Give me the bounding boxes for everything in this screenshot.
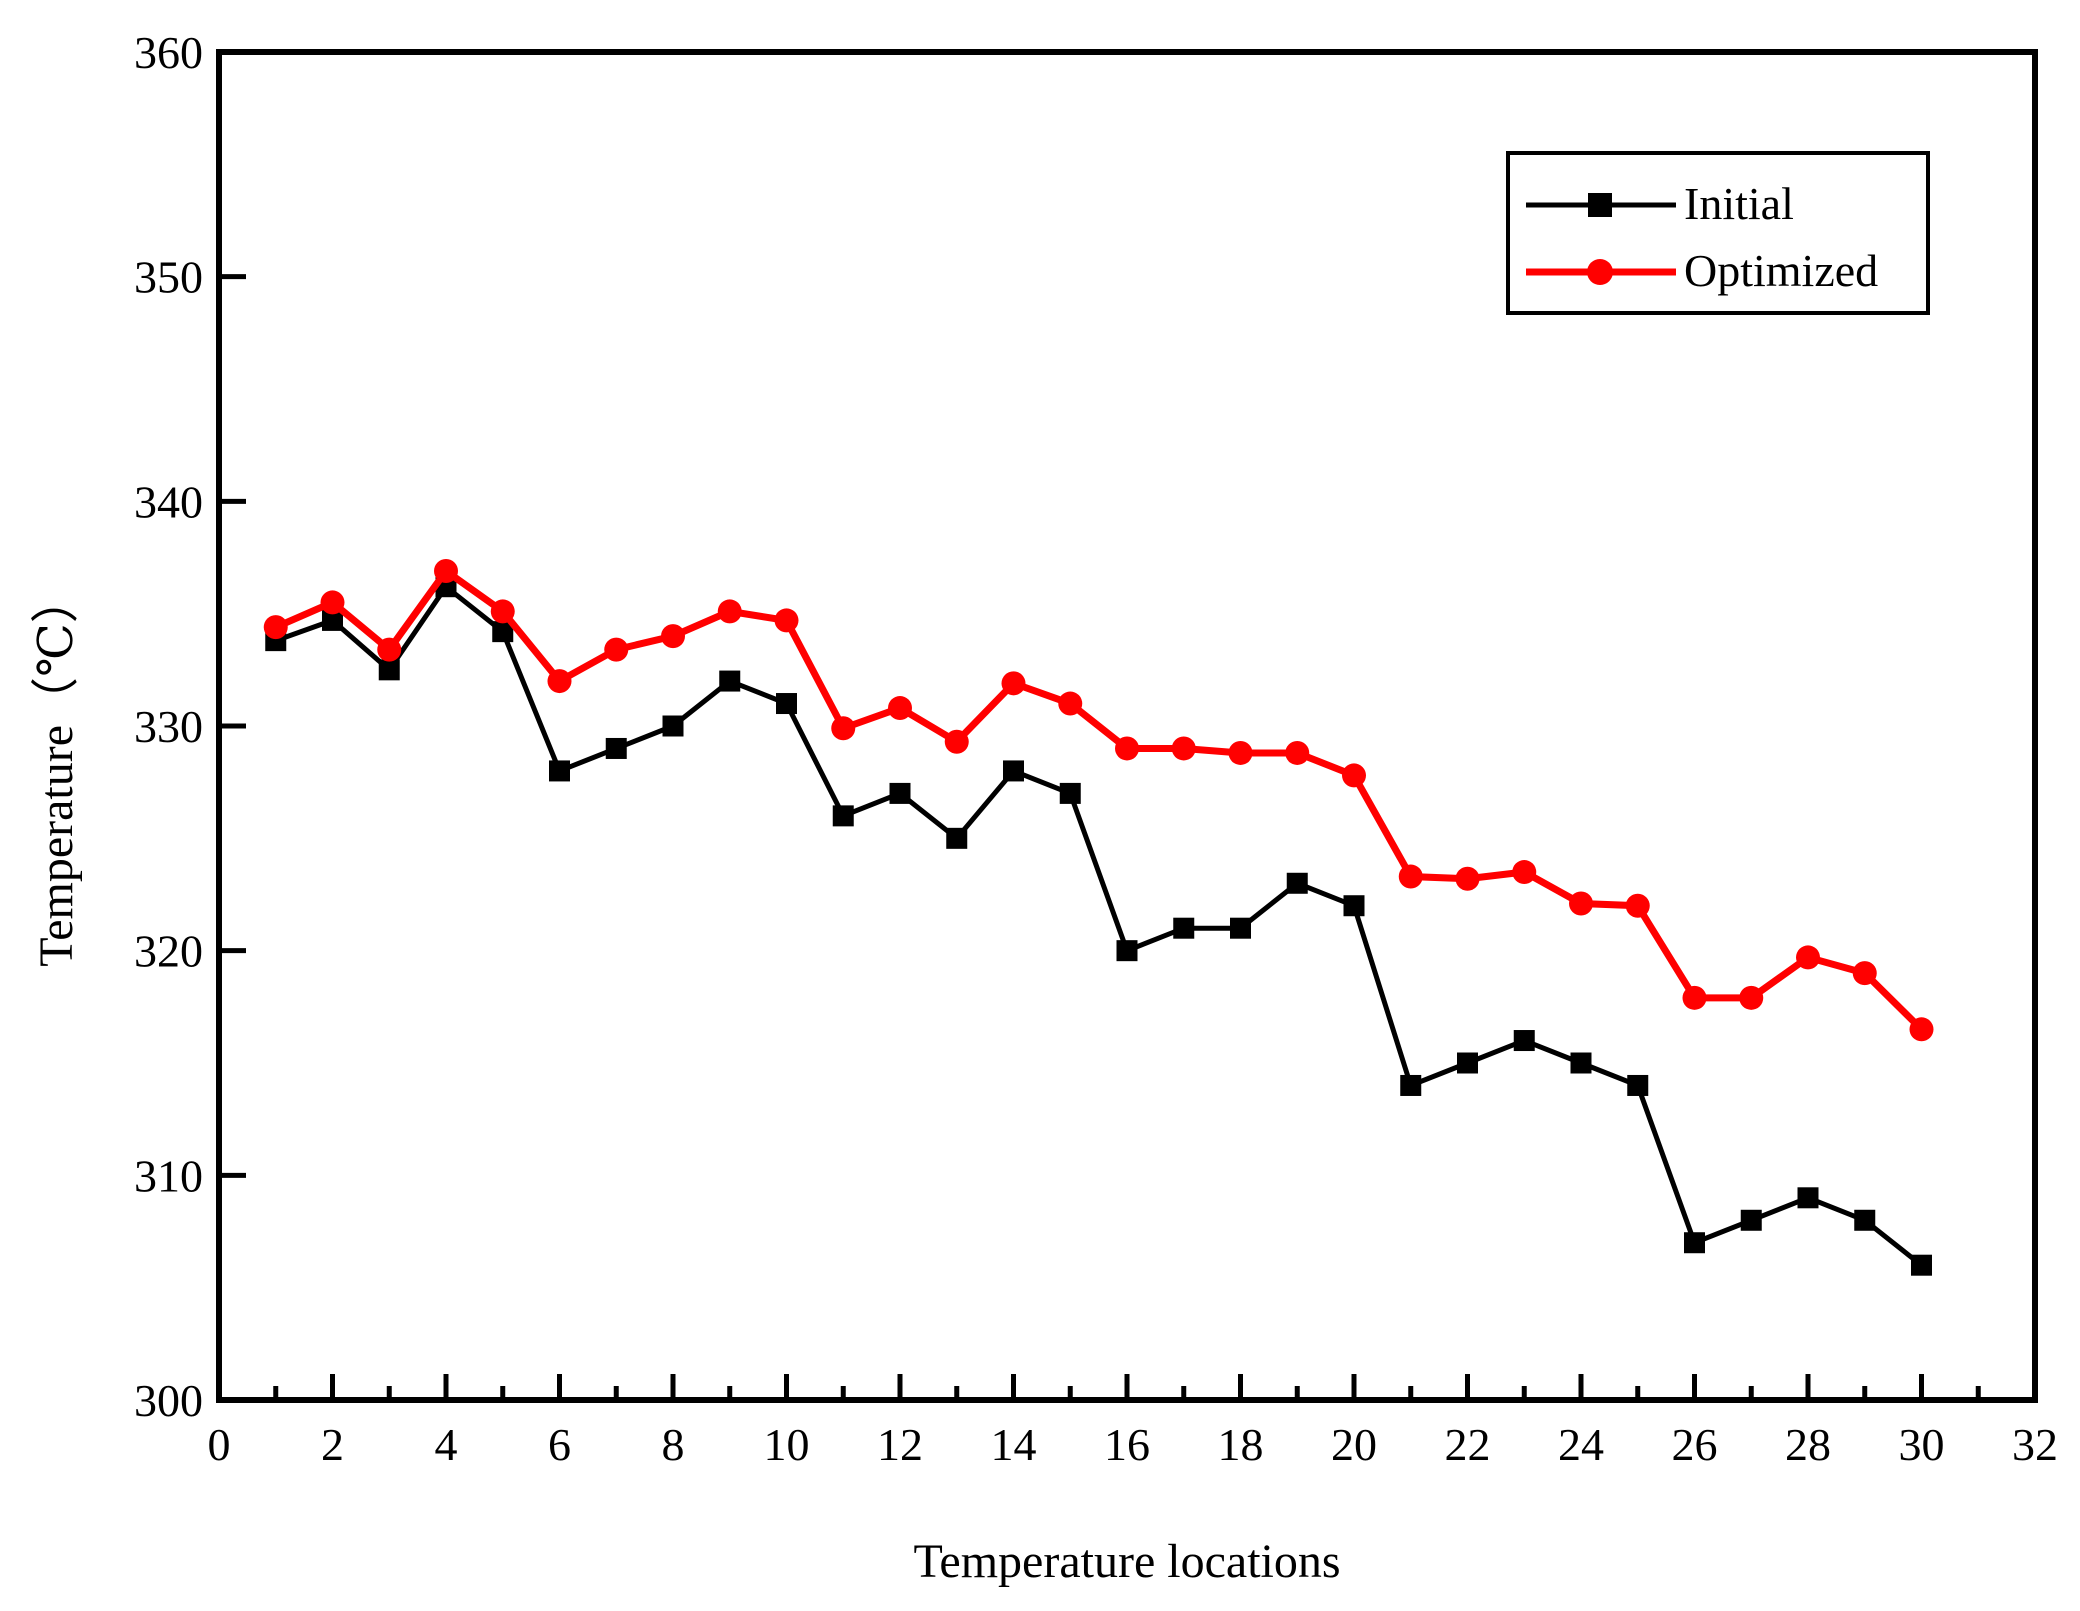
circle-marker bbox=[320, 590, 345, 615]
x-tick-label: 28 bbox=[1785, 1419, 1831, 1470]
legend-box bbox=[1506, 151, 1930, 315]
square-marker bbox=[1286, 872, 1308, 894]
circle-marker bbox=[1115, 736, 1139, 761]
x-tick-label: 8 bbox=[662, 1419, 685, 1470]
series-initial bbox=[265, 576, 1932, 1276]
x-tick-label: 12 bbox=[877, 1419, 923, 1470]
square-marker bbox=[1400, 1074, 1422, 1096]
series-line bbox=[274, 583, 1924, 1268]
x-tick-label: 0 bbox=[208, 1419, 231, 1470]
x-tick-label: 16 bbox=[1104, 1419, 1150, 1470]
circle-marker bbox=[717, 599, 742, 624]
square-marker bbox=[832, 805, 854, 827]
square-marker bbox=[1570, 1052, 1592, 1074]
circle-marker bbox=[1512, 860, 1537, 885]
legend-label-optimized: Optimized bbox=[1684, 245, 1879, 296]
x-tick-label: 2 bbox=[321, 1419, 344, 1470]
x-axis-title: Temperature locations bbox=[913, 1535, 1341, 1588]
square-marker bbox=[946, 827, 968, 849]
x-tick-label: 10 bbox=[764, 1419, 810, 1470]
square-marker bbox=[1343, 895, 1365, 917]
circle-marker bbox=[434, 558, 458, 583]
x-tick-label: 6 bbox=[548, 1419, 571, 1470]
circle-marker bbox=[1398, 864, 1423, 889]
y-tick-label: 340 bbox=[134, 476, 203, 527]
x-tick-label: 24 bbox=[1558, 1419, 1604, 1470]
legend-label-initial: Initial bbox=[1684, 178, 1794, 229]
x-tick-label: 14 bbox=[991, 1419, 1037, 1470]
circle-marker bbox=[1739, 985, 1764, 1010]
y-axis-title: Temperature（℃） bbox=[30, 575, 83, 967]
circle-marker bbox=[263, 615, 288, 640]
circle-marker bbox=[1342, 763, 1366, 788]
square-marker bbox=[378, 659, 400, 681]
legend-circle-marker bbox=[1587, 259, 1613, 285]
y-tick-label: 350 bbox=[134, 252, 203, 303]
circle-marker bbox=[604, 637, 629, 662]
circle-marker bbox=[1625, 893, 1650, 918]
x-tick-label: 20 bbox=[1331, 1419, 1377, 1470]
y-tick-label: 320 bbox=[134, 926, 203, 977]
square-marker bbox=[1059, 782, 1081, 804]
square-marker bbox=[1003, 760, 1024, 782]
square-marker bbox=[1116, 940, 1138, 962]
series-optimized bbox=[263, 558, 1934, 1042]
y-tick-label: 330 bbox=[134, 701, 203, 752]
square-marker bbox=[1684, 1232, 1705, 1254]
y-tick-label: 300 bbox=[134, 1375, 203, 1426]
square-marker bbox=[662, 715, 684, 737]
circle-marker bbox=[888, 696, 912, 721]
circle-marker bbox=[944, 729, 969, 754]
square-marker bbox=[1911, 1254, 1932, 1276]
y-tick-label: 310 bbox=[134, 1150, 203, 1201]
x-tick-label: 26 bbox=[1672, 1419, 1718, 1470]
y-tick-label: 360 bbox=[134, 27, 203, 78]
square-marker bbox=[605, 737, 627, 759]
square-marker bbox=[1513, 1030, 1535, 1052]
circle-marker bbox=[831, 716, 856, 741]
square-marker bbox=[776, 693, 797, 715]
square-marker bbox=[1854, 1209, 1876, 1231]
square-marker bbox=[549, 760, 570, 782]
series-line bbox=[274, 566, 1924, 1032]
circle-marker bbox=[1569, 891, 1593, 916]
circle-marker bbox=[1228, 740, 1253, 765]
legend-square-marker bbox=[1588, 193, 1612, 217]
square-marker bbox=[1173, 917, 1195, 939]
circle-marker bbox=[1796, 945, 1820, 970]
x-tick-label: 18 bbox=[1218, 1419, 1264, 1470]
x-tick-label: 30 bbox=[1899, 1419, 1945, 1470]
square-marker bbox=[1627, 1074, 1649, 1096]
square-marker bbox=[719, 670, 741, 692]
legend bbox=[1506, 151, 1930, 315]
circle-marker bbox=[377, 637, 402, 662]
circle-marker bbox=[1171, 736, 1196, 761]
circle-marker bbox=[547, 669, 572, 694]
circle-marker bbox=[1285, 740, 1310, 765]
square-marker bbox=[889, 782, 911, 804]
circle-marker bbox=[1852, 961, 1877, 986]
square-marker bbox=[1740, 1209, 1762, 1231]
square-marker bbox=[1457, 1052, 1478, 1074]
x-tick-label: 22 bbox=[1445, 1419, 1491, 1470]
square-marker bbox=[322, 609, 343, 631]
square-marker bbox=[1797, 1187, 1819, 1209]
square-marker bbox=[1230, 917, 1251, 939]
circle-marker bbox=[774, 608, 799, 633]
x-tick-label: 4 bbox=[435, 1419, 458, 1470]
square-marker bbox=[492, 621, 514, 643]
circle-marker bbox=[1001, 671, 1026, 696]
circle-marker bbox=[1682, 985, 1707, 1010]
circle-marker bbox=[1058, 691, 1083, 716]
x-tick-label: 32 bbox=[2012, 1419, 2058, 1470]
circle-marker bbox=[1909, 1017, 1934, 1042]
circle-marker bbox=[661, 624, 685, 649]
circle-marker bbox=[490, 599, 515, 624]
circle-marker bbox=[1455, 866, 1480, 891]
